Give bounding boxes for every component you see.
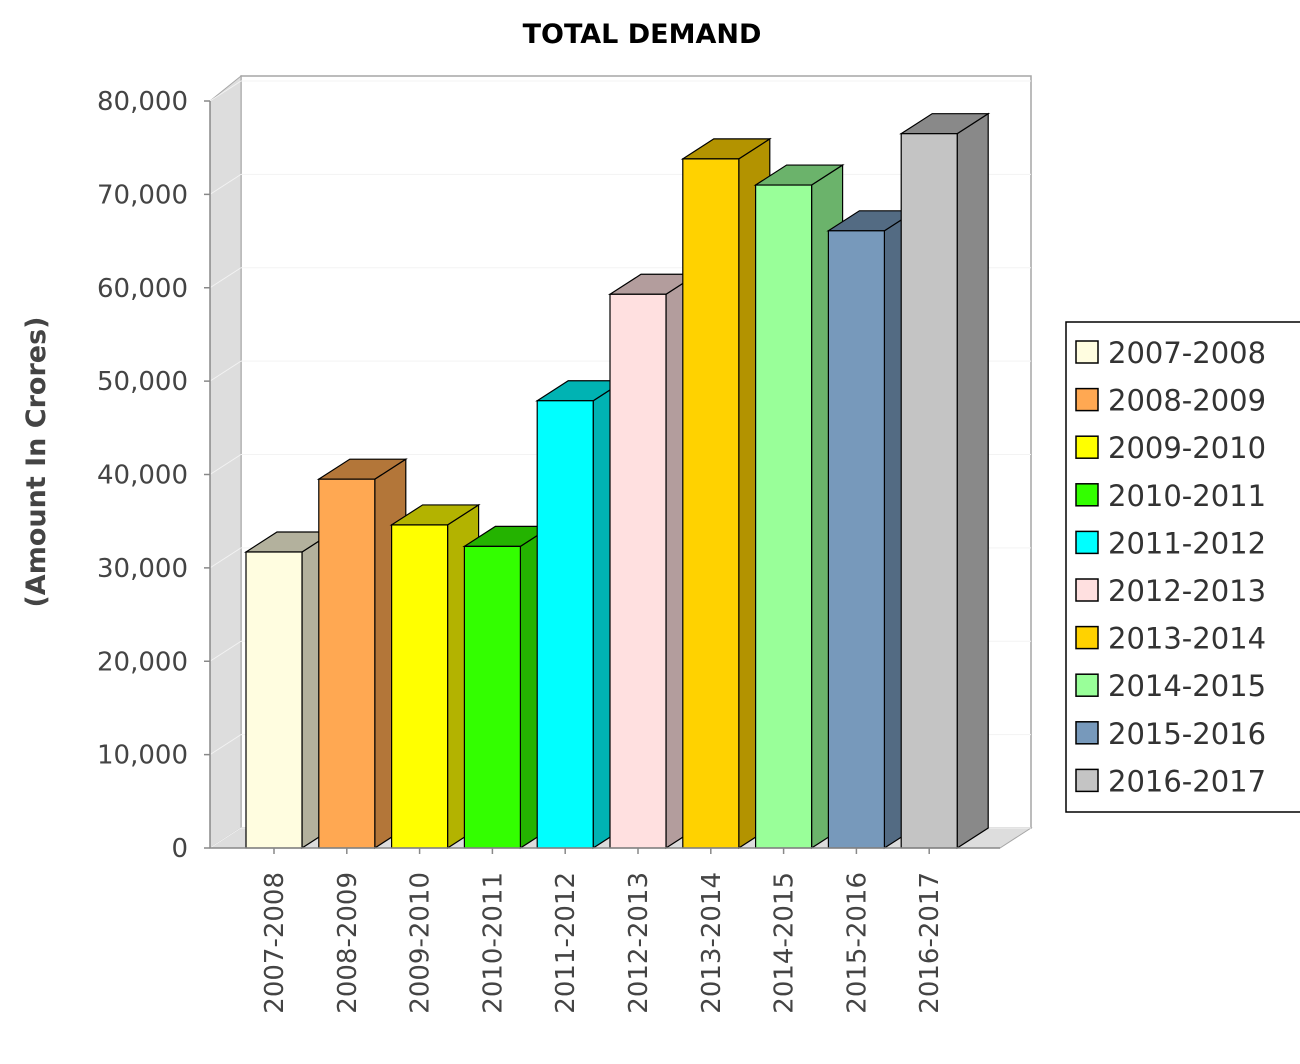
bar-2015-2016: [826, 209, 918, 850]
legend: 2007-2008 2008-2009 2009-2010 2010-2011 2011…: [1065, 321, 1300, 813]
bars: [243, 112, 991, 850]
legend-swatch: [1075, 578, 1099, 602]
bar-side: [956, 112, 989, 850]
y-ticks: 0 10,000 20,000 30,000 40,000 50,000 60,000 70,…: [97, 87, 210, 864]
y-tick-label: 10,000: [97, 741, 188, 771]
bar-front: [245, 551, 303, 849]
legend-swatch: [1075, 768, 1099, 793]
bar-front: [463, 545, 521, 849]
x-tick-label: 2016-2017: [915, 872, 945, 1014]
legend-swatch: [1075, 435, 1099, 459]
legend-label: 2013-2014: [1108, 622, 1266, 656]
y-tick-label: 70,000: [97, 180, 188, 210]
legend-swatch: [1075, 340, 1099, 364]
legend-label: 2009-2010: [1108, 431, 1266, 465]
gridline-side: [209, 360, 242, 382]
legend-label: 2014-2015: [1108, 669, 1266, 703]
bar-front: [318, 478, 376, 849]
legend-label: 2007-2008: [1108, 336, 1266, 370]
y-tick-label: 80,000: [97, 87, 188, 117]
legend-swatch: [1075, 625, 1099, 650]
x-tick-label: 2007-2008: [260, 872, 290, 1014]
bar-front: [391, 524, 449, 849]
y-tick-label: 50,000: [97, 367, 188, 397]
bar-front: [900, 133, 958, 849]
bar-2016-2017: [899, 112, 991, 850]
legend-swatch: [1075, 673, 1099, 697]
legend-label: 2016-2017: [1108, 764, 1266, 798]
bar-front: [827, 230, 886, 849]
y-tick-label: 40,000: [97, 461, 188, 491]
bar-front: [682, 158, 740, 849]
bar-front: [536, 400, 594, 849]
y-tick-label: 20,000: [97, 647, 188, 677]
legend-swatch: [1075, 483, 1099, 507]
gridline-side: [209, 454, 242, 475]
gridline-side: [209, 734, 242, 756]
gridline-side: [209, 80, 242, 102]
legend-box: [1065, 321, 1300, 813]
x-tick-label: 2009-2010: [406, 872, 436, 1014]
gridline-side: [209, 173, 242, 195]
legend-label: 2011-2012: [1108, 526, 1266, 560]
x-tick-label: 2010-2011: [478, 872, 508, 1014]
legend-swatch: [1075, 387, 1099, 412]
x-ticks: 2007-2008 2008-2009 2009-2010 2010-2011 2011…: [260, 848, 945, 1014]
legend-label: 2015-2016: [1108, 717, 1266, 751]
legend-items: 2007-2008 2008-2009 2009-2010 2010-2011 2011…: [1075, 336, 1266, 798]
legend-swatch: [1075, 721, 1099, 745]
legend-label: 2008-2009: [1108, 384, 1266, 418]
legend-label: 2010-2011: [1108, 479, 1266, 513]
x-tick-label: 2014-2015: [770, 872, 800, 1014]
x-tick-label: 2011-2012: [551, 872, 581, 1014]
bar-front: [609, 293, 667, 849]
y-tick-label: 60,000: [97, 274, 188, 304]
x-tick-label: 2015-2016: [842, 872, 872, 1014]
gridline-side: [209, 547, 242, 569]
y-tick-label: 30,000: [97, 554, 188, 584]
gridline-side: [209, 267, 242, 289]
x-tick-label: 2013-2014: [697, 872, 727, 1014]
y-axis-label: (Amount In Crores): [21, 316, 52, 607]
x-tick-label: 2008-2009: [333, 872, 363, 1014]
bar-front: [754, 184, 813, 849]
legend-label: 2012-2013: [1108, 574, 1266, 608]
chart-title: TOTAL DEMAND: [523, 19, 762, 50]
gridline-side: [209, 640, 242, 662]
legend-swatch: [1075, 530, 1099, 555]
y-tick-label: 0: [171, 834, 188, 864]
x-tick-label: 2012-2013: [624, 872, 654, 1014]
gridline-side: [209, 827, 242, 849]
